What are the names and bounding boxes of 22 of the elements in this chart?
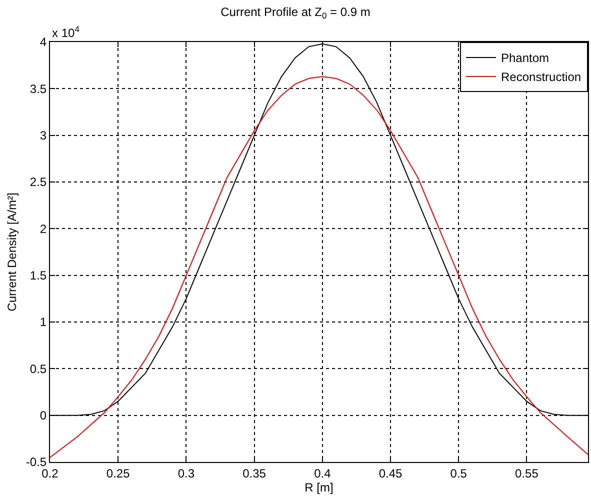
y-tick-label: 2 [40, 222, 47, 236]
x-tick-label: 0.3 [178, 466, 195, 480]
y-tick-label: 1.5 [30, 268, 47, 283]
x-tick-label: 0.5 [450, 466, 468, 480]
y-axis-title: Current Density [A/m²] [5, 192, 20, 312]
y-tick-label: 3.5 [30, 82, 47, 96]
y-tick-label: 0.5 [30, 362, 47, 376]
chart-title: Current Profile at Z$_{0}$ = 0.9 m [220, 4, 370, 20]
y-tick-label: 3 [40, 128, 47, 143]
x-axis-title: R [m] [304, 480, 334, 494]
y-tick-label: 4 [40, 35, 47, 50]
x-tick-label: 0.35 [242, 466, 266, 480]
y-tick-label: 1 [40, 315, 47, 330]
legend-label: Phantom [501, 51, 550, 66]
text: x 10$^{4}$ [52, 24, 80, 40]
x-tick-label: 0.4 [314, 466, 332, 480]
y-tick-label: 0 [40, 408, 47, 423]
y-tick-label: 2.5 [30, 175, 47, 190]
x-tick-label: 0.45 [378, 466, 403, 480]
x-tick-label: 0.55 [515, 466, 539, 480]
legend-label: Reconstruction [501, 70, 582, 84]
x-tick-label: 0.25 [106, 466, 130, 480]
